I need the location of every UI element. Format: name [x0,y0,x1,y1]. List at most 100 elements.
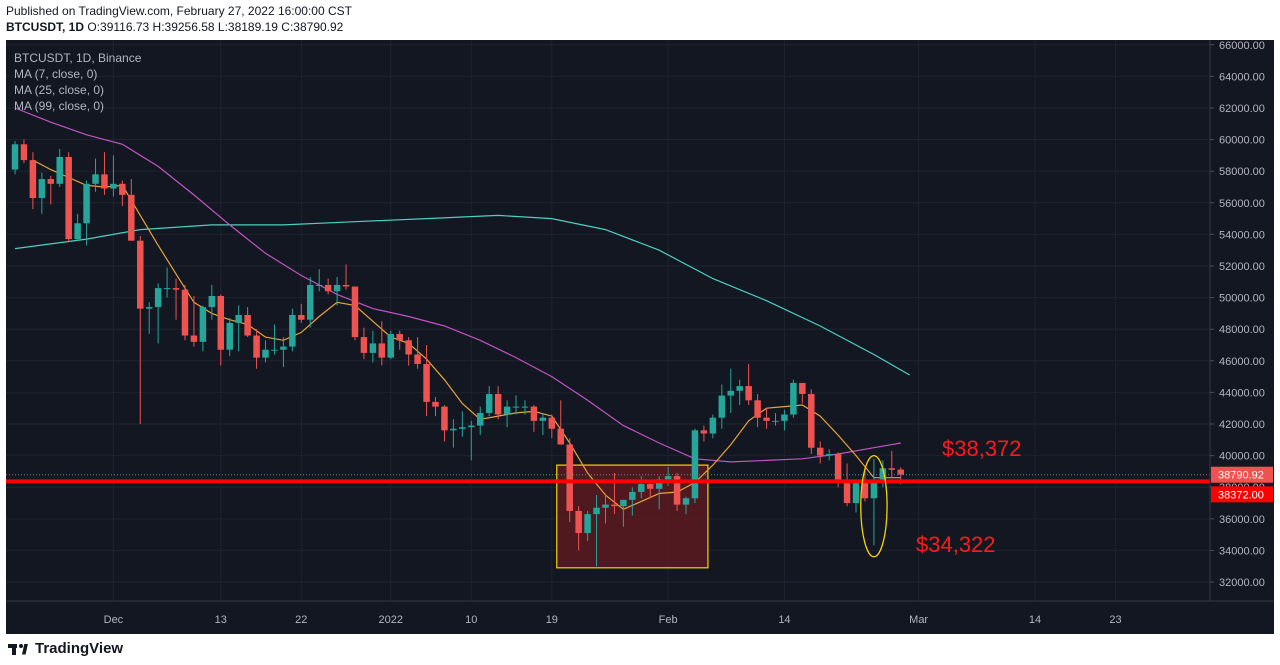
candle [602,493,609,524]
level-price-tag-text: 38372.00 [1218,489,1264,501]
y-tick-label: 66000.00 [1219,40,1265,52]
candle-body [119,183,126,195]
candle-body [83,183,90,224]
y-tick-label: 36000.00 [1219,514,1265,526]
candle [441,405,448,442]
candle [20,139,28,164]
candle-body [611,504,618,507]
candle-body [190,335,198,342]
candle-body [315,284,323,286]
candle-body [262,349,269,358]
candle [521,400,529,415]
candle [11,141,19,175]
candle [253,329,260,369]
candle [405,337,412,366]
candle-body [843,480,851,504]
candle [47,175,55,205]
candle [378,321,386,366]
candle-body [65,156,72,240]
brand-name: TradingView [35,640,124,657]
candle [145,302,153,334]
candle-body [763,417,770,421]
x-tick-label: 22 [295,614,307,626]
candle [289,308,296,352]
support-level [6,474,1210,484]
candle-body [101,174,108,189]
y-tick-label: 34000.00 [1219,545,1265,557]
candle [468,420,475,461]
candle [476,406,484,436]
y-tick-label: 46000.00 [1219,356,1265,368]
candle-body [137,240,144,309]
candle [56,149,63,187]
ma99-path [14,214,910,376]
y-tick-label: 52000.00 [1219,261,1265,273]
candle [101,152,108,195]
candle [584,510,591,541]
candle [181,284,189,341]
candle [351,286,359,341]
candle-body [557,428,565,445]
candle [83,180,90,246]
candle [682,496,690,515]
x-tick-label: 14 [778,614,790,626]
candle [172,278,180,320]
candle-body [790,382,797,415]
candle [745,363,752,406]
time-axis: Dec 13 22 2022 10 19 Feb 14 Mar 14 23 [6,600,1274,626]
candle-body [289,314,296,347]
candle-body [342,284,350,287]
candle-body [20,144,28,161]
candle [673,472,681,511]
y-tick-label: 42000.00 [1219,419,1265,431]
candle [342,264,350,290]
candle-body [47,179,55,184]
candle-body [378,343,386,358]
candle-body [441,406,448,431]
candle-body [298,314,305,320]
low-annotation: $34,322 [916,532,996,557]
candle [262,340,269,363]
candle-body [825,454,833,456]
candle [29,152,37,210]
candle [825,449,833,461]
resistance-annotation: $38,372 [942,436,1022,461]
candle-body [369,343,377,353]
candle-body [485,393,493,413]
candle-body [682,498,690,505]
candle [154,283,162,344]
candle [754,393,761,428]
ohlc-summary: BTCUSDT, 1D O:39116.73 H:39256.58 L:3818… [6,20,343,34]
ma7-path [32,159,901,510]
candle [450,419,457,448]
price-chart[interactable]: 32000.0034000.0036000.0038000.0040000.00… [6,40,1274,634]
candle-body [852,482,860,504]
candle-body [110,183,117,189]
candle [119,180,126,206]
candle-body [799,382,806,394]
candle [709,414,717,439]
candle [512,395,520,415]
chart-panel[interactable]: 32000.0034000.0036000.0038000.0040000.00… [6,40,1274,634]
candle-body [38,179,46,199]
candle [396,330,403,350]
x-tick-label: 14 [1029,614,1041,626]
candle [852,480,860,513]
symbol-label: BTCUSDT, 1D [6,20,85,34]
candle [208,284,216,320]
candle [620,499,627,527]
x-tick-label: 10 [465,614,477,626]
candle [530,405,538,432]
tradingview-logo[interactable]: TradingView [8,640,123,657]
candle-body [450,428,457,431]
candle-body [539,417,547,421]
legend-title: BTCUSDT, 1D, Binance [14,51,142,65]
candle [790,379,797,418]
candle-body [11,144,19,170]
x-tick-label: 13 [215,614,227,626]
candle [235,305,242,352]
candle [763,408,770,429]
candle-body [494,393,502,415]
footer: TradingView [0,634,1280,665]
y-tick-label: 62000.00 [1219,103,1265,115]
